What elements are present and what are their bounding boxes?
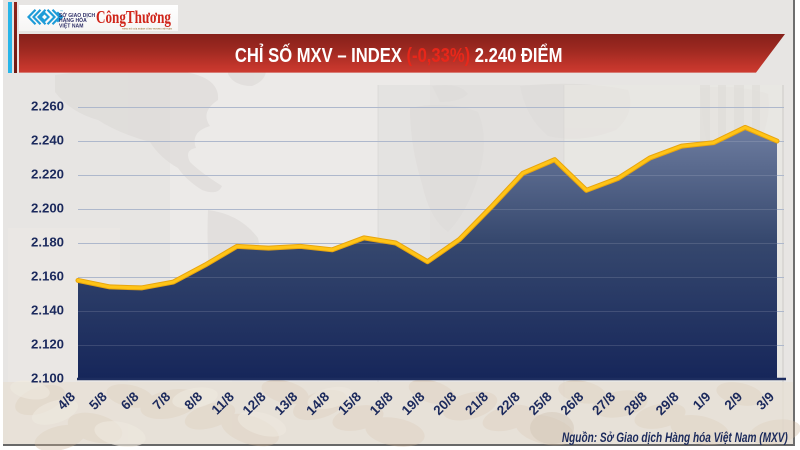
- svg-text:26/8: 26/8: [557, 389, 586, 418]
- svg-text:2.100: 2.100: [31, 371, 64, 386]
- svg-text:21/8: 21/8: [462, 389, 491, 418]
- svg-text:14/8: 14/8: [303, 389, 332, 418]
- svg-text:2/9: 2/9: [722, 389, 746, 413]
- svg-text:6/8: 6/8: [118, 389, 142, 413]
- svg-text:4/8: 4/8: [54, 389, 78, 413]
- svg-text:15/8: 15/8: [335, 389, 364, 418]
- svg-text:8/8: 8/8: [181, 389, 205, 413]
- svg-text:20/8: 20/8: [430, 389, 459, 418]
- svg-text:2.160: 2.160: [31, 269, 64, 284]
- svg-text:11/8: 11/8: [209, 389, 238, 418]
- svg-text:3/9: 3/9: [753, 389, 777, 413]
- svg-text:2.140: 2.140: [31, 303, 64, 318]
- svg-text:2.120: 2.120: [31, 337, 64, 352]
- svg-text:5/8: 5/8: [86, 389, 110, 413]
- svg-text:13/8: 13/8: [271, 389, 300, 418]
- svg-text:2.200: 2.200: [31, 201, 64, 216]
- svg-text:™: ™: [60, 10, 63, 14]
- svg-text:2.260: 2.260: [31, 99, 64, 114]
- svg-text:22/8: 22/8: [494, 389, 523, 418]
- svg-text:28/8: 28/8: [621, 389, 650, 418]
- svg-text:2.240: 2.240: [31, 133, 64, 148]
- svg-text:29/8: 29/8: [653, 389, 682, 418]
- svg-text:7/8: 7/8: [150, 389, 174, 413]
- svg-text:2.220: 2.220: [31, 167, 64, 182]
- svg-text:2.180: 2.180: [31, 235, 64, 250]
- svg-text:18/8: 18/8: [367, 389, 396, 418]
- svg-text:25/8: 25/8: [526, 389, 555, 418]
- svg-text:1/9: 1/9: [690, 389, 714, 413]
- svg-text:27/8: 27/8: [589, 389, 618, 418]
- svg-text:12/8: 12/8: [240, 389, 269, 418]
- svg-text:19/8: 19/8: [399, 389, 428, 418]
